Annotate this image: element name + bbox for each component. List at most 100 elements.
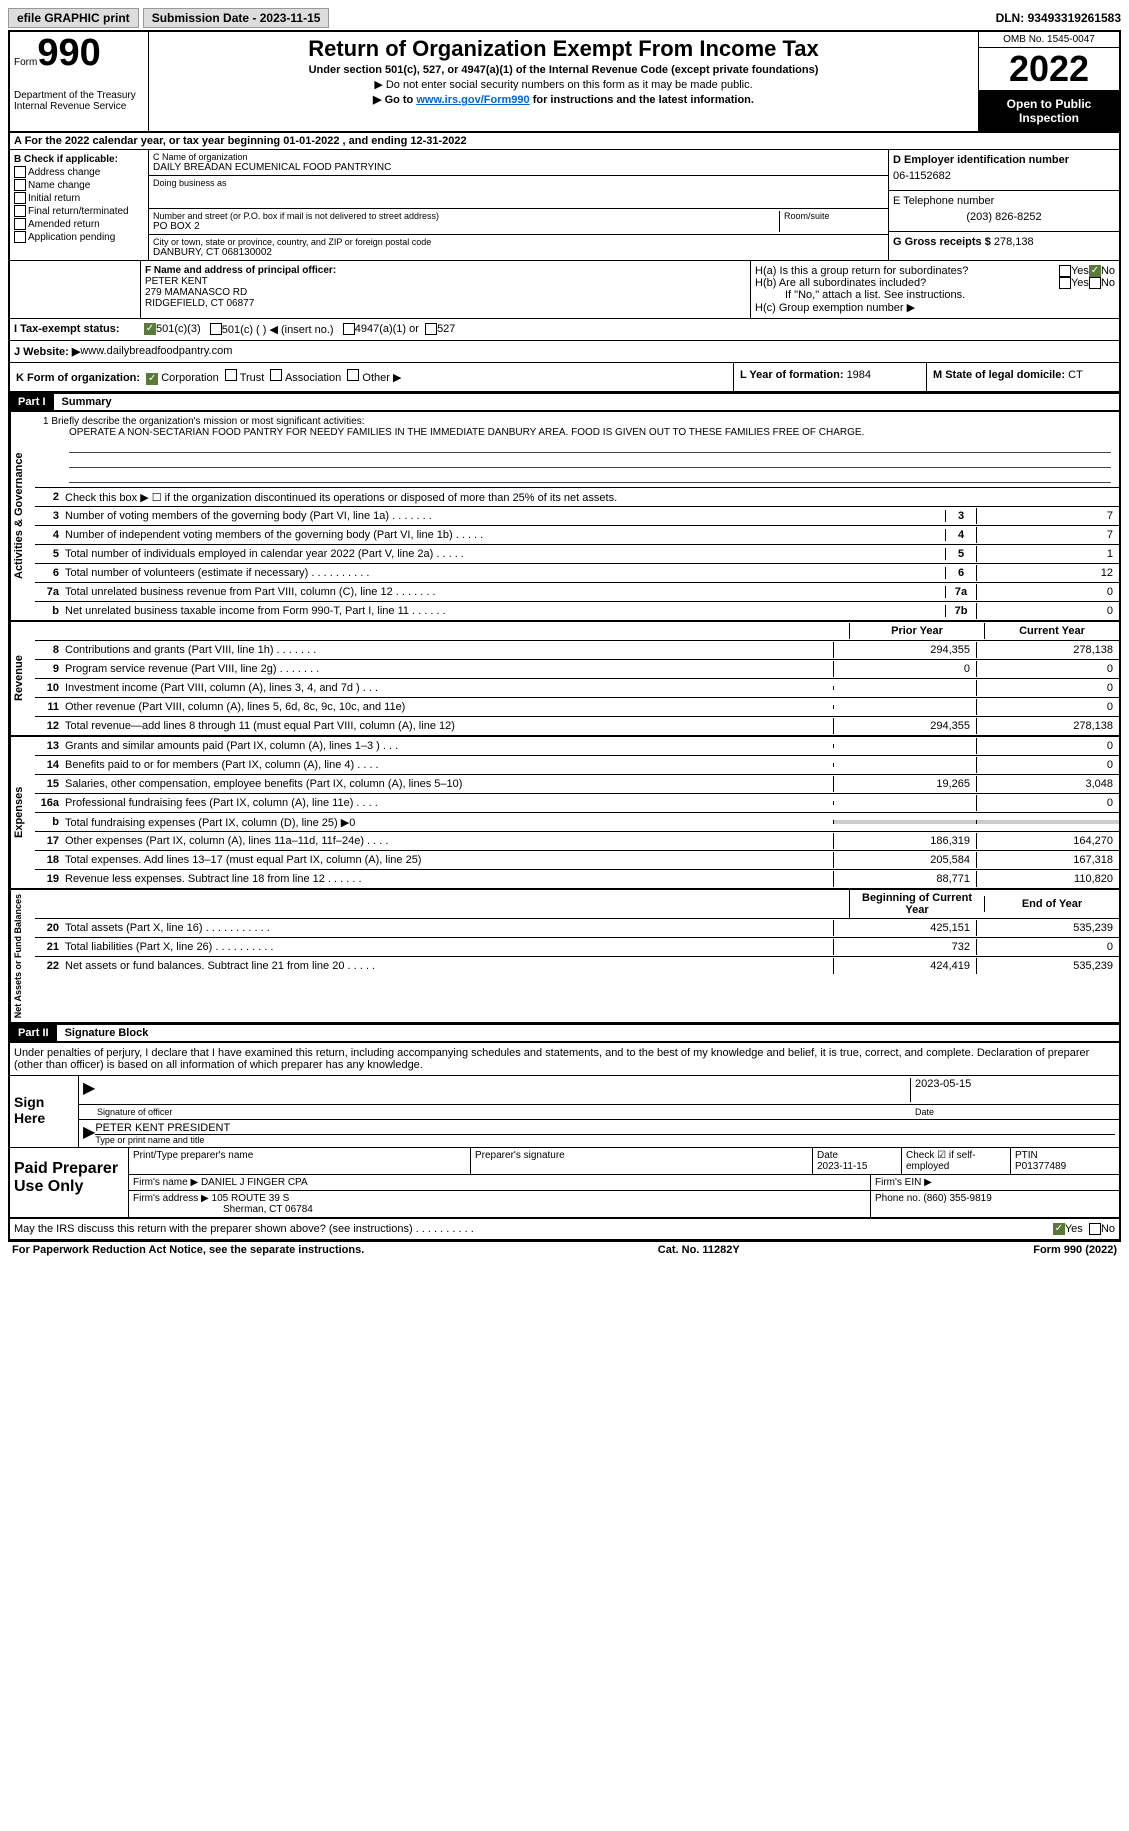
dln-label: DLN: [996,11,1028,25]
chk-527[interactable] [425,323,437,335]
irs-link[interactable]: www.irs.gov/Form990 [416,94,529,106]
chk-name-change[interactable] [14,179,26,191]
form-title: Return of Organization Exempt From Incom… [153,36,974,62]
chk-initial[interactable] [14,192,26,204]
end-year-hdr: End of Year [984,896,1119,912]
vlabel-rev: Revenue [10,622,35,735]
discuss-no[interactable] [1089,1223,1101,1235]
submission-date-button[interactable]: Submission Date - 2023-11-15 [143,8,330,28]
mission-block: 1 Briefly describe the organization's mi… [35,412,1119,488]
vlabel-net: Net Assets or Fund Balances [10,890,35,1022]
line-22: 22Net assets or fund balances. Subtract … [35,956,1119,975]
rev-header-row: Prior Year Current Year [35,622,1119,640]
m-label: M State of legal domicile: [933,369,1068,381]
dba-label: Doing business as [153,178,884,188]
form-subtitle: Under section 501(c), 527, or 4947(a)(1)… [153,64,974,76]
phone-label: E Telephone number [893,195,994,207]
l-year: 1984 [847,369,871,381]
line-21: 21Total liabilities (Part X, line 26) . … [35,937,1119,956]
gov-line-b: bNet unrelated business taxable income f… [35,601,1119,620]
k-label: K Form of organization: [16,372,140,384]
hb-label: H(b) Are all subordinates included? [755,277,1059,289]
chk-pending[interactable] [14,231,26,243]
gross-label: G Gross receipts $ [893,236,994,248]
k-corp: Corporation [161,372,218,384]
chk-other[interactable] [347,369,359,381]
ha-yes[interactable] [1059,265,1071,277]
discuss-yes[interactable]: ✓ [1053,1223,1065,1235]
instr-ssn: ▶ Do not enter social security numbers o… [153,78,974,91]
mission-text: OPERATE A NON-SECTARIAN FOOD PANTRY FOR … [69,427,1111,438]
addr: PO BOX 2 [153,221,779,232]
city-label: City or town, state or province, country… [153,237,884,247]
ein-label: D Employer identification number [893,154,1069,166]
section-fgh: F Name and address of principal officer:… [10,261,1119,319]
line-b: bTotal fundraising expenses (Part IX, co… [35,812,1119,831]
efile-print-button[interactable]: efile GRAPHIC print [8,8,139,28]
col-f: F Name and address of principal officer:… [141,261,751,318]
phone: (203) 826-8252 [893,207,1115,227]
part1-title: Summary [54,394,120,410]
hb-note: If "No," attach a list. See instructions… [755,289,1115,301]
gov-line-5: 5Total number of individuals employed in… [35,544,1119,563]
form-number: 990 [37,32,100,74]
row-j-website: J Website: ▶ www.dailybreadfoodpantry.co… [10,341,1119,363]
print-label: Print/Type preparer's name [133,1150,466,1161]
part1-header: Part I Summary [10,393,1119,412]
addr-label: Number and street (or P.O. box if mail i… [153,211,779,221]
form-990: Form990 Department of the Treasury Inter… [8,30,1121,1241]
expenses-section: Expenses 13Grants and similar amounts pa… [10,735,1119,888]
submission-date: 2023-11-15 [260,11,321,25]
activities-governance: Activities & Governance 1 Briefly descri… [10,412,1119,620]
chk-501c[interactable] [210,323,222,335]
chk-4947[interactable] [343,323,355,335]
officer-addr2: RIDGEFIELD, CT 06877 [145,298,254,309]
chk-501c3[interactable]: ✓ [144,323,156,335]
officer-name: PETER KENT [145,276,208,287]
paperwork-notice: For Paperwork Reduction Act Notice, see … [12,1244,364,1256]
check-self-emp: Check ☑ if self-employed [901,1148,1010,1175]
part2-title: Signature Block [57,1025,157,1041]
sign-here: Sign Here [10,1076,79,1147]
hb-yes-label: Yes [1071,277,1089,289]
chk-assoc[interactable] [270,369,282,381]
sig-date: 2023-05-15 [910,1078,1115,1102]
line-13: 13Grants and similar amounts paid (Part … [35,737,1119,755]
chk-address-change[interactable] [14,166,26,178]
prep-phone: (860) 355-9819 [923,1193,991,1204]
chk-trust[interactable] [225,369,237,381]
discuss-text: May the IRS discuss this return with the… [14,1223,1053,1235]
hb-no[interactable] [1089,277,1101,289]
vlabel-exp: Expenses [10,737,35,888]
footer: For Paperwork Reduction Act Notice, see … [8,1241,1121,1258]
beg-year-hdr: Beginning of Current Year [849,890,984,918]
website: www.dailybreadfoodpantry.com [80,345,232,358]
k-assoc: Association [285,372,341,384]
line-10: 10Investment income (Part VIII, column (… [35,678,1119,697]
ha-yes-label: Yes [1071,265,1089,277]
date-label: Date [911,1107,1115,1117]
i-527: 527 [437,323,455,336]
line-15: 15Salaries, other compensation, employee… [35,774,1119,793]
chk-corp[interactable]: ✓ [146,373,158,385]
hc-label: H(c) Group exemption number ▶ [755,301,1115,314]
sign-here-row: Sign Here ▶ 2023-05-15 Signature of offi… [10,1076,1119,1148]
gov-line-7a: 7aTotal unrelated business revenue from … [35,582,1119,601]
gov-line-2: 2Check this box ▶ ☐ if the organization … [35,488,1119,506]
open-to-public: Open to Public Inspection [979,91,1119,131]
header-left: Form990 Department of the Treasury Inter… [10,32,149,131]
instr-goto: ▶ Go to www.irs.gov/Form990 for instruct… [153,93,974,106]
ha-label: H(a) Is this a group return for subordin… [755,265,1059,277]
c-name-label: C Name of organization [153,152,884,162]
hb-yes[interactable] [1059,277,1071,289]
i-501c3: 501(c)(3) [156,323,201,336]
line-19: 19Revenue less expenses. Subtract line 1… [35,869,1119,888]
i-4947: 4947(a)(1) or [355,323,419,336]
ha-no[interactable]: ✓ [1089,265,1101,277]
net-header-row: Beginning of Current Year End of Year [35,890,1119,918]
cat-no: Cat. No. 11282Y [658,1244,740,1256]
line-16a: 16aProfessional fundraising fees (Part I… [35,793,1119,812]
chk-final[interactable] [14,205,26,217]
tax-year: 2022 [979,48,1119,91]
chk-amended[interactable] [14,218,26,230]
